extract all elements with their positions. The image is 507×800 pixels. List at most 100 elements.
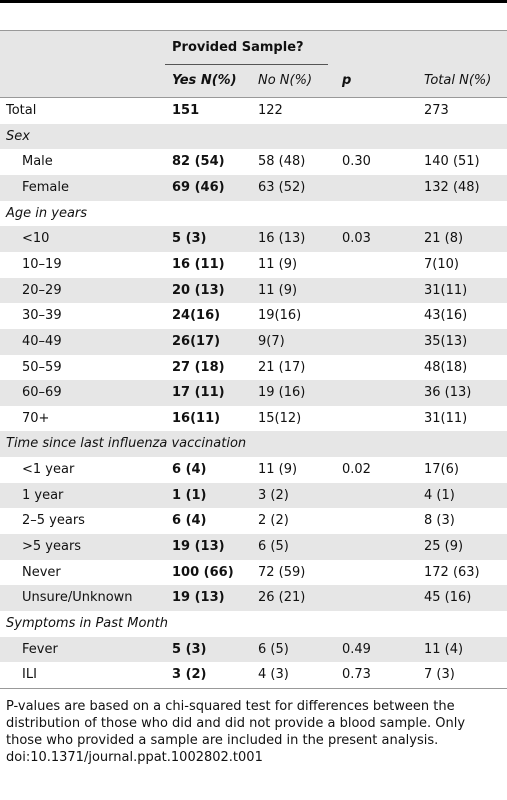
section-row: Symptoms in Past Month: [0, 611, 507, 637]
cell-no: 6 (5): [258, 539, 289, 555]
cell-total: 132 (48): [424, 179, 480, 195]
cell-yes: 3 (2): [172, 667, 207, 683]
row-label: 2–5 years: [22, 513, 85, 529]
cell-total: 7(10): [424, 256, 459, 272]
cell-total: 45 (16): [424, 590, 472, 606]
cell-no: 19 (16): [258, 385, 306, 401]
cell-total: 36 (13): [424, 385, 472, 401]
cell-no: 26 (21): [258, 590, 306, 606]
column-header: No N(%): [258, 73, 313, 88]
row-label: >5 years: [22, 539, 82, 555]
cell-total: 140 (51): [424, 154, 480, 170]
cell-yes: 82 (54): [172, 154, 225, 170]
doi: doi:10.1371/journal.ppat.1002802.t001: [6, 750, 263, 765]
cell-no: 19(16): [258, 308, 302, 324]
rule: [0, 97, 507, 98]
data-row: <10 5 (3) 16 (13) 0.03 21 (8): [0, 226, 507, 252]
cell-total: 7 (3): [424, 667, 455, 683]
cell-total: 21 (8): [424, 231, 464, 247]
cell-no: 11 (9): [258, 282, 298, 298]
cell-p: 0.02: [342, 462, 371, 478]
row-label: Female: [22, 179, 70, 195]
data-row: <1 year 6 (4) 11 (9) 0.02 17(6): [0, 457, 507, 483]
cell-total: 4 (1): [424, 487, 455, 503]
section-label: Time since last influenza vaccination: [6, 436, 247, 452]
cell-yes: 24(16): [172, 308, 221, 324]
row-label: 40–49: [22, 333, 62, 349]
row-label: <1 year: [22, 462, 75, 478]
data-row: 2–5 years 6 (4) 2 (2) 8 (3): [0, 508, 507, 534]
header-row: Provided Sample?: [0, 31, 507, 65]
cell-yes: 5 (3): [172, 231, 207, 247]
cell-no: 122: [258, 103, 283, 118]
cell-yes: 1 (1): [172, 487, 207, 503]
footnote-block: P-values are based on a chi-squared test…: [6, 698, 501, 766]
cell-no: 3 (2): [258, 487, 289, 503]
column-header: p: [342, 73, 352, 88]
cell-yes: 26(17): [172, 333, 221, 349]
top-rule: [0, 0, 507, 3]
row-label: 60–69: [22, 385, 62, 401]
data-row: 50–59 27 (18) 21 (17) 48(18): [0, 355, 507, 381]
row-label: Male: [22, 154, 53, 170]
data-row: 70+ 16(11) 15(12) 31(11): [0, 406, 507, 432]
data-row: 40–49 26(17) 9(7) 35(13): [0, 328, 507, 355]
data-row: Total 151 122 273: [0, 98, 507, 124]
cell-yes: 19 (13): [172, 590, 225, 606]
cell-total: 43(16): [424, 308, 468, 324]
footnote: P-values are based on a chi-squared test…: [6, 699, 466, 748]
data-row: 30–39 24(16) 19(16) 43(16): [0, 303, 507, 329]
cell-yes: 20 (13): [172, 282, 225, 298]
cell-total: 35(13): [424, 333, 468, 349]
data-row: ILI 3 (2) 4 (3) 0.73 7 (3): [0, 662, 507, 688]
cell-p: 0.49: [342, 641, 371, 657]
row-label: Unsure/Unknown: [22, 590, 133, 606]
cell-total: 8 (3): [424, 513, 455, 529]
section-row: Time since last influenza vaccination: [0, 431, 507, 458]
rule: [0, 30, 507, 31]
cell-total: 31(11): [424, 410, 468, 426]
cell-yes: 17 (11): [172, 385, 225, 401]
cell-yes: 27 (18): [172, 359, 225, 375]
cell-total: 31(11): [424, 282, 468, 298]
cell-no: 2 (2): [258, 513, 289, 529]
data-row: Never 100 (66) 72 (59) 172 (63): [0, 560, 507, 586]
data-row: Unsure/Unknown 19 (13) 26 (21) 45 (16): [0, 585, 507, 612]
cell-p: 0.03: [342, 231, 371, 247]
cell-total: 17(6): [424, 462, 459, 478]
cell-yes: 19 (13): [172, 539, 225, 555]
cell-p: 0.30: [342, 154, 371, 170]
column-header: Yes N(%): [172, 73, 237, 88]
cell-total: 11 (4): [424, 641, 464, 657]
data-row: 60–69 17 (11) 19 (16) 36 (13): [0, 380, 507, 406]
row-label: Never: [22, 564, 61, 580]
column-header-row: Yes N(%) No N(%) p Total N(%): [0, 65, 507, 97]
data-row: 1 year 1 (1) 3 (2) 4 (1): [0, 482, 507, 509]
row-label: 10–19: [22, 256, 62, 272]
data-row: Female 69 (46) 63 (52) 132 (48): [0, 174, 507, 201]
cell-total: 25 (9): [424, 539, 464, 555]
cell-no: 4 (3): [258, 667, 289, 683]
cell-no: 9(7): [258, 333, 285, 349]
cell-p: 0.73: [342, 667, 371, 683]
row-label: 50–59: [22, 359, 62, 375]
column-header: Total N(%): [424, 73, 492, 88]
cell-yes: 16 (11): [172, 256, 225, 272]
row-label: ILI: [22, 667, 37, 683]
row-label: 30–39: [22, 308, 62, 324]
data-row: 10–19 16 (11) 11 (9) 7(10): [0, 252, 507, 278]
cell-yes: 6 (4): [172, 462, 207, 478]
group-rule: [165, 64, 328, 65]
cell-no: 21 (17): [258, 359, 306, 375]
group-label: Provided Sample?: [172, 40, 304, 55]
section-label: Age in years: [6, 205, 88, 221]
cell-no: 58 (48): [258, 154, 306, 170]
bottom-rule: [0, 688, 507, 689]
section-row: Sex: [0, 123, 507, 150]
cell-yes: 16(11): [172, 410, 221, 426]
data-row: Male 82 (54) 58 (48) 0.30 140 (51): [0, 149, 507, 175]
data-row: 20–29 20 (13) 11 (9) 31(11): [0, 277, 507, 304]
cell-yes: 100 (66): [172, 564, 234, 580]
cell-no: 11 (9): [258, 462, 298, 478]
